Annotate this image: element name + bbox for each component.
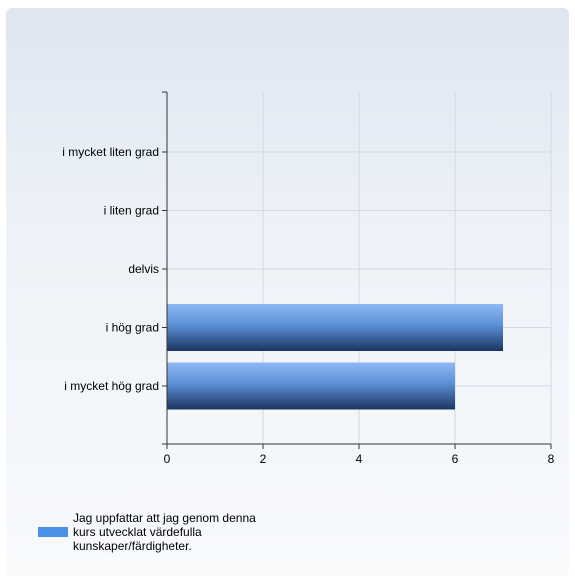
x-tick-label: 0 xyxy=(164,452,171,466)
x-tick-label: 4 xyxy=(356,452,363,466)
bars xyxy=(167,304,503,410)
legend-label: Jag uppfattar att jag genom denna kurs u… xyxy=(73,511,256,553)
category-label: i hög grad xyxy=(106,321,159,335)
axes xyxy=(162,91,552,449)
chart-panel xyxy=(6,8,569,576)
tick-labels: 0 2 4 6 8 i mycket liten grad i liten grad delv… xyxy=(62,145,554,466)
category-label: i mycket liten grad xyxy=(62,145,159,159)
category-label: i liten grad xyxy=(104,204,159,218)
category-label: delvis xyxy=(128,262,159,276)
legend: Jag uppfattar att jag genom denna kurs u… xyxy=(38,511,273,553)
x-tick-label: 8 xyxy=(548,452,555,466)
x-tick-label: 2 xyxy=(260,452,267,466)
legend-swatch xyxy=(38,527,68,537)
bar xyxy=(167,304,503,351)
x-tick-label: 6 xyxy=(452,452,459,466)
category-label: i mycket hög grad xyxy=(64,379,159,393)
bar xyxy=(167,362,455,410)
